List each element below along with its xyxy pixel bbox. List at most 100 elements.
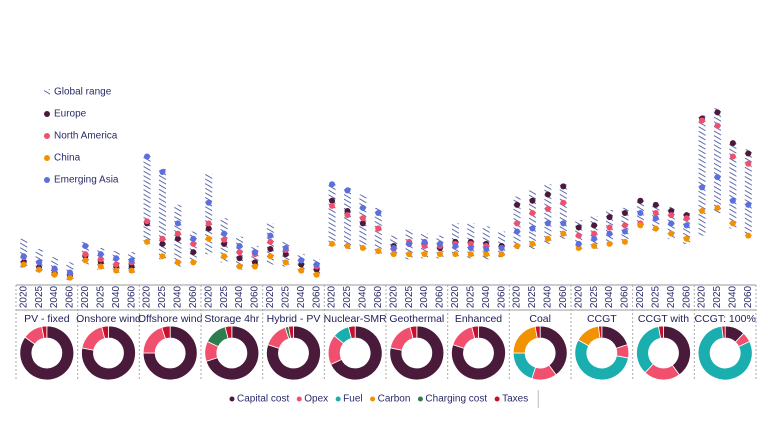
region-dot [652, 225, 659, 232]
region-dot [144, 153, 151, 160]
donut-segment [389, 325, 445, 381]
donut-segment [451, 325, 506, 381]
legend-label: Capital cost [237, 394, 289, 405]
donut-segment [266, 325, 321, 381]
region-dot [560, 183, 567, 190]
region-dot [298, 267, 305, 274]
region-dot [498, 251, 505, 258]
region-dot [452, 242, 459, 249]
region-dot [729, 220, 736, 227]
group-label: Storage 4hr [204, 313, 259, 325]
region-dot [637, 222, 644, 229]
region-dot [529, 210, 536, 217]
region-dot [529, 240, 536, 247]
donut-segment [721, 325, 726, 339]
range-bar [158, 168, 166, 260]
year-label: 2060 [620, 285, 631, 308]
range-bar [143, 154, 151, 244]
region-dot [699, 208, 706, 214]
year-label: 2020 [512, 285, 523, 308]
region-dot [174, 259, 181, 266]
range-bar [744, 149, 752, 236]
region-dot [113, 255, 120, 262]
region-dot [606, 230, 613, 237]
donut-segment [101, 325, 109, 339]
year-label: 2025 [342, 285, 353, 308]
year-label: 2060 [373, 285, 384, 308]
region-dot [668, 230, 675, 237]
region-dot [20, 261, 27, 268]
group-label: Offshore wind [138, 313, 203, 325]
legend-marker [296, 396, 302, 402]
legend-marker [44, 177, 50, 183]
region-dot [544, 205, 551, 212]
region-dot [267, 232, 274, 239]
year-label: 2040 [666, 285, 677, 308]
year-label: 2040 [604, 285, 615, 308]
year-label: 2060 [250, 285, 261, 308]
group-label: Coal [529, 313, 551, 325]
region-dot [82, 257, 89, 264]
region-dot [97, 256, 104, 263]
region-dot [344, 242, 351, 249]
range-bar [528, 190, 536, 250]
region-dot [575, 240, 582, 247]
region-dot [190, 240, 197, 247]
legend-marker [417, 396, 423, 402]
region-dot [514, 228, 521, 235]
region-dot [159, 235, 166, 242]
region-dot [128, 267, 135, 274]
region-dot [144, 238, 151, 245]
region-dot [591, 235, 598, 242]
region-dot [745, 201, 752, 208]
region-dot [236, 242, 243, 249]
year-label: 2025 [527, 285, 538, 308]
region-dot [390, 251, 397, 258]
region-dot [113, 261, 120, 268]
year-label: 2060 [311, 285, 322, 308]
year-label: 2020 [327, 285, 338, 308]
region-dot [282, 251, 289, 258]
region-dot [467, 245, 474, 251]
region-dot [282, 259, 289, 266]
donut-segment [81, 325, 136, 381]
region-dot [544, 235, 551, 242]
region-dot [190, 259, 197, 266]
region-dot [729, 153, 736, 160]
region-dot [683, 222, 690, 229]
range-bar [205, 174, 213, 255]
donut-segment [657, 325, 664, 339]
region-dot [190, 249, 197, 256]
year-label: 2025 [157, 285, 168, 308]
legend-marker [44, 155, 50, 161]
year-label: 2040 [173, 285, 184, 308]
region-dot [560, 199, 567, 206]
group-label: Geothermal [389, 313, 444, 325]
donut-segment [534, 325, 541, 339]
region-dot [637, 197, 644, 204]
year-label: 2020 [697, 285, 708, 308]
region-dot [205, 220, 212, 227]
group-label: CCGT: 100% [695, 313, 756, 325]
region-dot [375, 210, 382, 217]
region-dot [544, 220, 551, 227]
range-bar [713, 108, 721, 214]
year-label: 2025 [465, 285, 476, 308]
year-label: 2020 [18, 285, 29, 308]
year-label: 2040 [543, 285, 554, 308]
region-dot [683, 215, 690, 222]
region-dot [652, 210, 659, 217]
region-dot [375, 248, 382, 255]
region-dot [359, 220, 366, 227]
region-dot [714, 109, 721, 116]
donut-segment [409, 325, 418, 339]
year-label: 2060 [188, 285, 199, 308]
legend-marker [44, 89, 50, 95]
year-label: 2060 [558, 285, 569, 308]
legend-label: Emerging Asia [54, 175, 119, 186]
year-label: 2025 [95, 285, 106, 308]
region-dot [359, 215, 366, 222]
region-dot [159, 240, 166, 247]
region-dot [621, 228, 628, 235]
